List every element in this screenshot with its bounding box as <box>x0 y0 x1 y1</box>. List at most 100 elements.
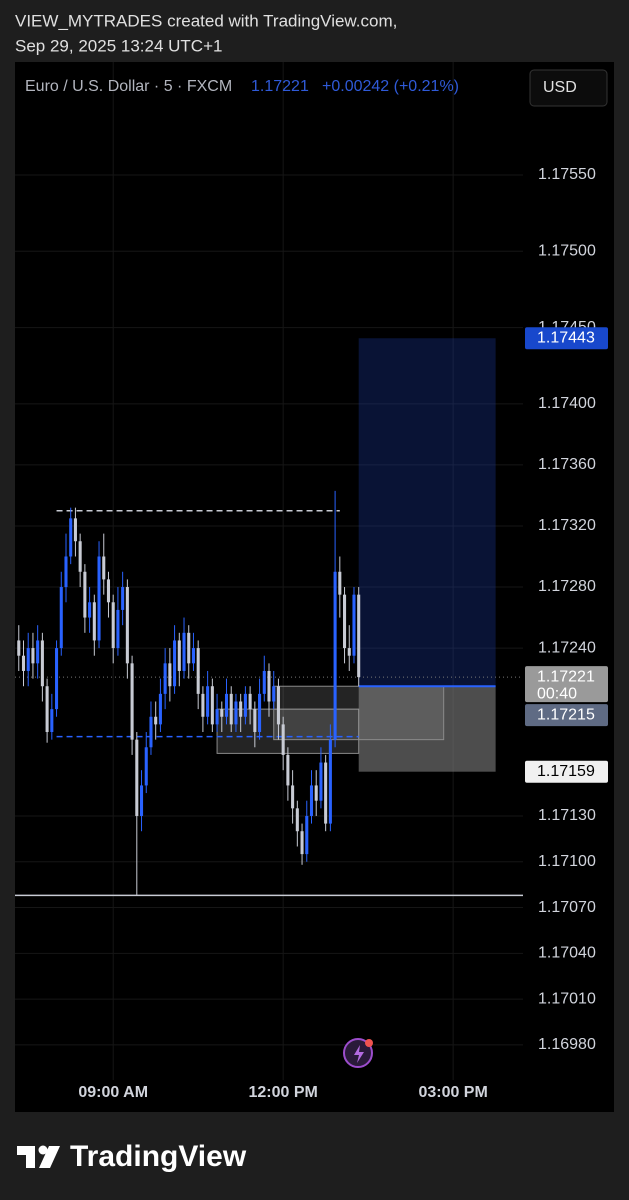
candle-body <box>50 709 54 733</box>
candle-body <box>149 716 153 748</box>
candle-body <box>135 739 139 816</box>
plot-area <box>15 62 523 1080</box>
countdown: 00:40 <box>537 685 577 702</box>
candle-body <box>210 686 214 725</box>
candle-body <box>168 663 172 687</box>
y-tick-label: 1.17040 <box>538 945 596 962</box>
y-tick-label: 1.17280 <box>538 578 596 595</box>
price-label: 1.17215 <box>537 706 595 723</box>
candle-body <box>106 579 111 603</box>
candle-body <box>352 594 356 656</box>
candle-body <box>45 686 49 733</box>
candle-body <box>206 686 210 717</box>
logo-mark <box>17 1146 35 1168</box>
price-label-box <box>525 327 608 350</box>
candle-body <box>121 587 125 610</box>
x-tick-label: 09:00 AM <box>78 1084 148 1101</box>
y-tick-label: 1.17360 <box>538 456 596 473</box>
logo-mark <box>39 1146 60 1168</box>
candle-body <box>116 609 120 649</box>
price-label: 1.17443 <box>537 329 595 346</box>
candle-body <box>300 831 304 855</box>
price-label-box <box>525 704 608 727</box>
candle-body <box>144 747 148 786</box>
candle-body <box>291 785 295 809</box>
candle-body <box>224 693 229 717</box>
candle-body <box>26 648 30 671</box>
candle-body <box>347 648 351 656</box>
candle-body <box>309 785 314 816</box>
y-tick-label: 1.17500 <box>538 242 596 259</box>
candle-body <box>78 541 82 572</box>
currency[interactable]: USD <box>543 79 577 96</box>
candle-body <box>338 571 342 595</box>
price-label-box <box>525 760 608 783</box>
candle-body <box>163 663 167 694</box>
candle-body <box>182 632 186 671</box>
candle-body <box>357 594 361 678</box>
y-tick-label: 1.17240 <box>538 639 596 656</box>
candle-body <box>295 808 299 832</box>
symbol: Euro / U.S. Dollar · 5 · FXCM <box>25 78 232 95</box>
price-label-box <box>525 666 608 703</box>
y-tick-label: 1.17010 <box>538 990 596 1007</box>
brand: TradingView <box>70 1140 247 1173</box>
candle-body <box>253 709 257 733</box>
candle-body <box>333 571 337 740</box>
candle-body <box>234 701 238 725</box>
y-tick-label: 1.17130 <box>538 807 596 824</box>
alert-bolt <box>354 1045 364 1063</box>
candle-body <box>220 709 224 717</box>
candle-body <box>239 701 243 717</box>
candle-body <box>187 632 191 664</box>
y-tick-label: 1.17550 <box>538 166 596 183</box>
y-tick-label: 1.17100 <box>538 853 596 870</box>
candle-body <box>343 594 347 649</box>
candle-body <box>154 716 158 725</box>
candle-body <box>139 785 144 816</box>
candle-body <box>21 655 26 671</box>
candle-body <box>92 602 96 641</box>
candle-body <box>243 693 247 717</box>
candle-body <box>229 693 233 725</box>
candle-body <box>196 648 200 694</box>
candle-body <box>191 648 195 664</box>
candle-body <box>258 693 262 733</box>
candle-body <box>125 587 129 664</box>
candle-body <box>36 640 40 664</box>
price-label: 1.17159 <box>537 763 595 780</box>
x-tick-label: 03:00 PM <box>418 1084 487 1101</box>
candle-body <box>31 648 35 664</box>
candle-body <box>324 762 328 824</box>
currency-button[interactable] <box>529 69 608 107</box>
target-zone <box>358 338 496 687</box>
candle-body <box>177 640 181 671</box>
y-tick-label: 1.17400 <box>538 395 596 412</box>
candle-body <box>248 693 252 710</box>
candle-body <box>272 686 276 702</box>
candle-body <box>215 709 219 725</box>
candle-body <box>111 602 115 649</box>
header-line: VIEW_MYTRADES created with TradingView.c… <box>15 11 397 30</box>
candle-body <box>83 571 87 618</box>
stop-zone <box>358 686 496 772</box>
candle-body <box>267 670 271 702</box>
candle-body <box>102 556 106 580</box>
header-line: Sep 29, 2025 13:24 UTC+1 <box>15 36 222 55</box>
candle-body <box>314 785 318 801</box>
y-tick-label: 1.17070 <box>538 899 596 916</box>
candle-body <box>328 739 332 824</box>
candle-body <box>173 640 177 687</box>
candle-body <box>319 762 323 801</box>
last-price: 1.17221 <box>251 78 309 95</box>
candle-body <box>40 640 44 687</box>
candle-body <box>262 670 266 694</box>
candle-body <box>73 518 77 542</box>
candle-body <box>158 693 162 725</box>
candle-body <box>97 556 101 641</box>
candle-body <box>88 602 92 618</box>
price-label: 1.17221 <box>537 668 595 685</box>
alert-dot <box>365 1039 373 1047</box>
candle-body <box>286 754 290 786</box>
